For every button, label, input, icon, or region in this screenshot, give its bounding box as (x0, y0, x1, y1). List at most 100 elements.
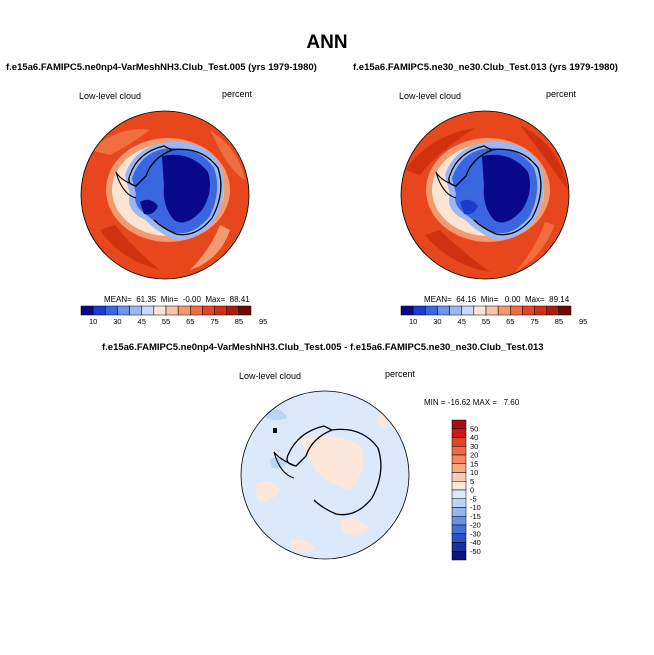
panel3-colorbar-swatch (451, 542, 467, 552)
panel2-colorbar-swatch (473, 305, 487, 316)
panel3-colorbar-tick-label: 5 (470, 477, 474, 486)
panel3-colorbar-swatch (451, 419, 467, 429)
panel1-cloud-band (100, 225, 160, 270)
panel1-colorbar-swatch (92, 305, 106, 316)
panel3-colorbar-tick-label: -20 (470, 521, 481, 530)
panel2-stats: MEAN= 64.16 Min= 0.00 Max= 89.14 (424, 295, 570, 304)
panel1-colorbar: 10 30 45 55 65 75 85 95 (80, 305, 267, 326)
panel3-colorbar-tick-label: 50 (470, 424, 478, 433)
panel3-colorbar-swatch (451, 507, 467, 517)
panel3-colorbar-tick-label: -5 (470, 494, 477, 503)
panel3-colorbar-swatch (451, 524, 467, 534)
panel1-colorbar-tick-label: 65 (186, 317, 194, 326)
panel3-units-label: percent (385, 369, 416, 379)
panel2-colorbar-tick-label: 45 (458, 317, 466, 326)
panel3-colorbar-tick-label: 40 (470, 433, 478, 442)
panel1-cloud-band (210, 130, 245, 180)
panel3-coastline (313, 428, 382, 516)
panel3-colorbar-tick-label: 10 (470, 468, 478, 477)
panel1-colorbar-swatch (153, 305, 167, 316)
panel1-polar-map (80, 110, 250, 280)
panel1-coastline (128, 145, 174, 187)
panel2-colorbar-swatch (497, 305, 511, 316)
page-title: ANN (306, 32, 348, 53)
panel3-positive-anomaly (340, 518, 370, 536)
panel2-colorbar-tick-label: 75 (530, 317, 538, 326)
panel3-colorbar-swatch (451, 551, 467, 561)
panel3-peninsula-coastline (273, 451, 297, 479)
panel1-run-title: f.e15a6.FAMIPC5.ne0np4-VarMeshNH3.Club_T… (6, 62, 317, 73)
panel3-positive-anomaly (255, 481, 280, 502)
panel2-colorbar-tick-label: 95 (579, 317, 587, 326)
panel3-colorbar-swatch (451, 533, 467, 543)
panel1-colorbar-swatch (129, 305, 142, 316)
panel1-stats: MEAN= 61.35 Min= -0.00 Max= 88.41 (104, 295, 250, 304)
panel2-run-title: f.e15a6.FAMIPC5.ne30_ne30.Club_Test.013 … (353, 62, 618, 73)
panel1-colorbar-swatch (214, 305, 227, 316)
panel3-positive-anomaly (290, 539, 315, 553)
panel3-colorbar-swatch (451, 481, 467, 491)
panel2-colorbar-swatch (546, 305, 560, 316)
panel3-map-border (240, 390, 410, 560)
panel2-colorbar-tick-label: 30 (433, 317, 441, 326)
panel1-colorbar-tick-label: 30 (113, 317, 121, 326)
panel3-colorbar-swatch (451, 489, 467, 499)
panel2-colorbar-swatch (449, 305, 462, 316)
panel1-colorbar-tick-label: 85 (235, 317, 243, 326)
panel3-colorbar-tick-label: 15 (470, 459, 478, 468)
panel1-colorbar-swatch (165, 305, 179, 316)
panel1-colorbar-tick-label: 45 (138, 317, 146, 326)
panel2-colorbar-swatch (510, 305, 523, 316)
panel3-positive-anomaly (377, 410, 387, 430)
panel3-colorbar-tick-label: -30 (470, 529, 481, 538)
panel2-cloud-band (405, 128, 475, 175)
panel3-colorbar-tick-label: -50 (470, 547, 481, 556)
panel1-cloud-band (90, 129, 150, 155)
panel2-colorbar: 10 30 45 55 65 75 85 95 (400, 305, 587, 326)
panel3-colorbar-swatch (451, 428, 467, 438)
panel3-colorbar-swatch (451, 472, 467, 482)
panel1-map-border (80, 110, 250, 280)
panel2-colorbar-swatch (485, 305, 499, 316)
panel3-colorbar-swatch (451, 498, 467, 508)
panel2-colorbar-tick-label: 65 (506, 317, 514, 326)
panel3-colorbar-swatch (451, 516, 467, 526)
panel3-colorbar-tick-label: 30 (470, 442, 478, 451)
panel2-coastline (473, 148, 542, 236)
panel2-polar-map (400, 110, 570, 280)
panel3-colorbar-swatch (451, 454, 467, 464)
panel1-west-antarctica-core (140, 199, 158, 215)
panel1-colorbar-swatch (226, 305, 240, 316)
panel1-units-label: percent (222, 89, 253, 99)
panel2-map-border (400, 110, 570, 280)
panel1-coastline (153, 148, 222, 236)
panel2-colorbar-swatch (534, 305, 547, 316)
panel2-colorbar-tick-label: 55 (482, 317, 490, 326)
panel2-colorbar-swatch (425, 305, 438, 316)
panel2-colorbar-swatch (522, 305, 535, 316)
panel1-colorbar-tick-label: 10 (89, 317, 97, 326)
panel1-peninsula-coastline (115, 171, 137, 199)
panel3-polar-map (240, 390, 410, 560)
panel3-stats: MIN = -16.62 MAX = 7.60 (424, 398, 520, 407)
panel3-small-island (273, 428, 277, 433)
panel2-colorbar-swatch (437, 305, 450, 316)
panel3-colorbar-swatch (451, 446, 467, 456)
panel3-run-title: f.e15a6.FAMIPC5.ne0np4-VarMeshNH3.Club_T… (102, 342, 544, 353)
panel3-colorbar-tick-label: 0 (470, 486, 474, 495)
panel1-colorbar-tick-label: 55 (162, 317, 170, 326)
panel2-colorbar-swatch (412, 305, 426, 316)
panel1-colorbar-swatch (177, 305, 191, 316)
panel2-colorbar-swatch (400, 305, 414, 316)
panel3-negative-anomaly (265, 408, 288, 420)
panel2-colorbar-tick-label: 10 (409, 317, 417, 326)
panel2-coastline (448, 145, 494, 187)
panel1-colorbar-swatch (117, 305, 130, 316)
panel3-colorbar-tick-label: 20 (470, 451, 478, 460)
panel2-west-antarctica-core (460, 199, 478, 215)
panel1-colorbar-tick-label: 75 (210, 317, 218, 326)
panel1-colorbar-swatch (238, 305, 252, 316)
panel1-colorbar-swatch (190, 305, 203, 316)
panel3-variable-label: Low-level cloud (239, 371, 302, 381)
